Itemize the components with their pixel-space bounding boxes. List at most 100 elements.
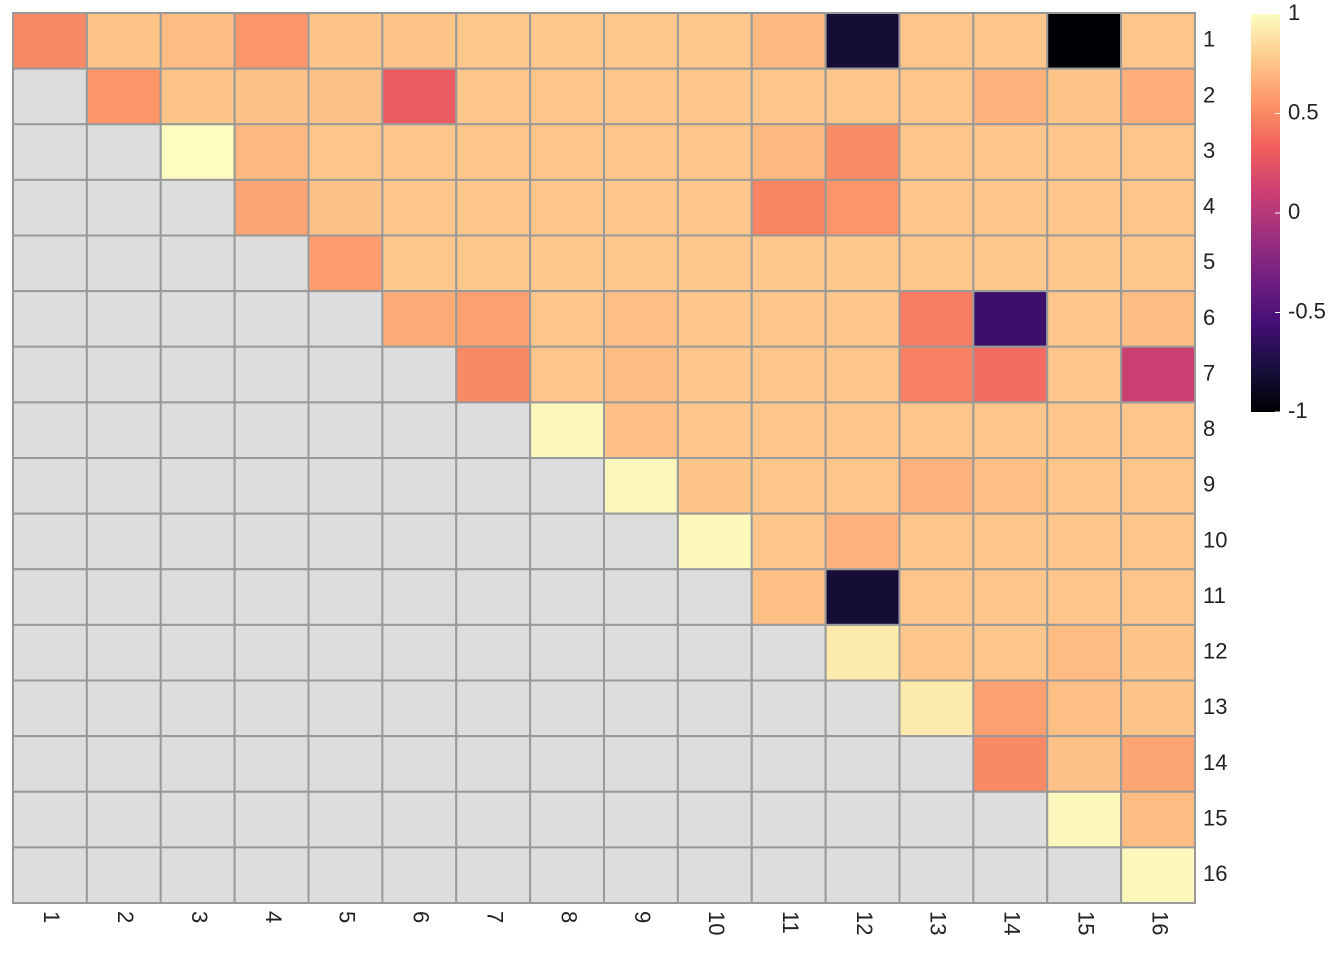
cell	[1046, 234, 1123, 293]
cell	[750, 234, 827, 293]
empty-cell	[750, 790, 827, 849]
empty-cell	[529, 735, 605, 793]
empty-cell	[85, 568, 162, 626]
empty-cell	[85, 178, 162, 237]
empty-cell	[233, 457, 310, 515]
empty-cell	[307, 401, 384, 459]
empty-cell	[159, 623, 236, 682]
cell	[603, 290, 679, 348]
cell	[381, 123, 458, 181]
cell	[233, 178, 310, 237]
cell	[12, 12, 88, 70]
cell	[307, 123, 384, 181]
empty-cell	[898, 846, 975, 904]
empty-cell	[12, 512, 88, 571]
empty-cell	[233, 846, 310, 904]
cell	[1120, 12, 1196, 70]
cell	[972, 345, 1049, 404]
empty-cell	[159, 345, 236, 404]
empty-cell	[85, 790, 162, 849]
cell	[972, 234, 1049, 293]
empty-cell	[12, 679, 88, 738]
empty-cell	[233, 790, 310, 849]
cell	[824, 623, 901, 682]
colorbar-tick-label: -1	[1288, 398, 1308, 423]
cell	[307, 178, 384, 237]
empty-cell	[381, 846, 458, 904]
cell	[603, 457, 679, 515]
cell	[972, 178, 1049, 237]
cell	[1120, 123, 1196, 181]
empty-cell	[455, 679, 532, 738]
empty-cell	[603, 512, 679, 571]
cell	[898, 512, 975, 571]
empty-cell	[455, 568, 532, 626]
empty-cell	[85, 679, 162, 738]
cell	[1046, 290, 1123, 348]
cell	[898, 401, 975, 459]
cell	[455, 345, 532, 404]
cell	[898, 234, 975, 293]
cell	[898, 345, 975, 404]
cell	[676, 123, 753, 181]
cell	[750, 12, 827, 70]
empty-cell	[381, 568, 458, 626]
cell	[972, 290, 1049, 348]
cell	[233, 12, 310, 70]
empty-cell	[12, 457, 88, 515]
cell	[824, 123, 901, 181]
cell	[603, 67, 679, 126]
empty-cell	[159, 290, 236, 348]
cell	[750, 512, 827, 571]
x-tick-label: 1	[39, 911, 64, 923]
cell	[676, 457, 753, 515]
empty-cell	[12, 568, 88, 626]
empty-cell	[307, 290, 384, 348]
colorbar-tick-label: -0.5	[1288, 298, 1326, 323]
x-tick-label: 16	[1147, 911, 1172, 935]
cell	[972, 623, 1049, 682]
cell	[1120, 457, 1196, 515]
cell	[233, 123, 310, 181]
cell	[1120, 345, 1196, 404]
empty-cell	[12, 123, 88, 181]
empty-cell	[307, 846, 384, 904]
cell	[1046, 623, 1123, 682]
empty-cell	[381, 345, 458, 404]
empty-cell	[307, 512, 384, 571]
empty-cell	[233, 345, 310, 404]
cell	[603, 12, 679, 70]
cell	[676, 234, 753, 293]
empty-cell	[381, 457, 458, 515]
y-tick-label: 2	[1203, 82, 1215, 107]
cell	[1120, 178, 1196, 237]
empty-cell	[233, 679, 310, 738]
cell	[1120, 512, 1196, 571]
empty-cell	[750, 735, 827, 793]
y-tick-label: 15	[1203, 805, 1227, 830]
empty-cell	[972, 790, 1049, 849]
empty-cell	[898, 790, 975, 849]
cell	[1046, 512, 1123, 571]
empty-cell	[307, 735, 384, 793]
cell	[676, 178, 753, 237]
x-tick-label: 14	[1000, 911, 1025, 935]
cell	[824, 345, 901, 404]
cell	[529, 345, 605, 404]
cell	[972, 401, 1049, 459]
cell	[1120, 290, 1196, 348]
cell	[307, 12, 384, 70]
cell	[972, 457, 1049, 515]
empty-cell	[159, 846, 236, 904]
cell	[1120, 623, 1196, 682]
cell	[824, 568, 901, 626]
y-tick-label: 3	[1203, 138, 1215, 163]
cell	[972, 568, 1049, 626]
y-tick-label: 5	[1203, 249, 1215, 274]
cell	[898, 178, 975, 237]
x-tick-label: 8	[556, 911, 581, 923]
empty-cell	[159, 178, 236, 237]
empty-cell	[85, 345, 162, 404]
cell	[676, 345, 753, 404]
cell	[750, 457, 827, 515]
